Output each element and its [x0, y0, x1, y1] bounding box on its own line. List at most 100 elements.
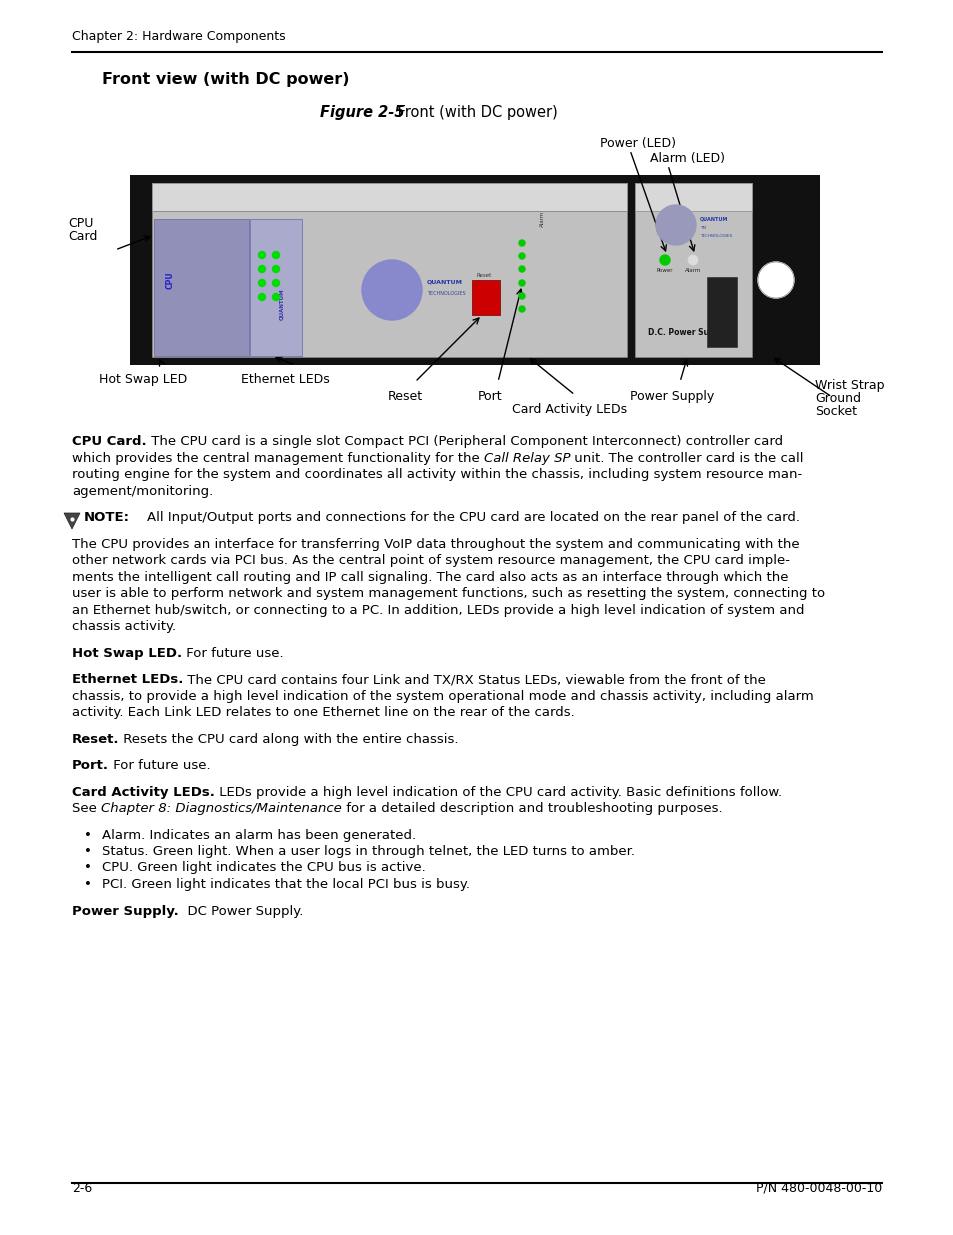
Text: P/N 480-0048-00-10: P/N 480-0048-00-10	[755, 1182, 882, 1195]
Circle shape	[258, 252, 265, 258]
Text: other network cards via PCI bus. As the central point of system resource managem: other network cards via PCI bus. As the …	[71, 555, 789, 567]
Circle shape	[687, 254, 698, 266]
Text: which provides the central management functionality for the: which provides the central management fu…	[71, 452, 483, 464]
Text: user is able to perform network and system management functions, such as resetti: user is able to perform network and syst…	[71, 587, 824, 600]
Text: TECHNOLOGIES: TECHNOLOGIES	[427, 290, 465, 295]
Text: Front view (with DC power): Front view (with DC power)	[102, 72, 349, 86]
Circle shape	[518, 253, 524, 259]
Text: Chapter 2: Hardware Components: Chapter 2: Hardware Components	[71, 30, 285, 43]
Text: Alarm: Alarm	[539, 211, 544, 227]
Circle shape	[518, 280, 524, 287]
Text: Ground: Ground	[814, 391, 861, 405]
Circle shape	[258, 279, 265, 287]
Bar	[706, 277, 737, 347]
Bar	[635, 183, 751, 211]
Bar	[130, 175, 820, 366]
Bar	[751, 175, 820, 366]
Text: Chapter 8: Diagnostics/Maintenance: Chapter 8: Diagnostics/Maintenance	[101, 802, 341, 815]
Text: D.C. Power Supply: D.C. Power Supply	[647, 329, 727, 337]
Text: Power: Power	[656, 268, 673, 273]
Bar	[472, 280, 499, 315]
Text: Resets the CPU card along with the entire chassis.: Resets the CPU card along with the entir…	[119, 732, 458, 746]
Text: 2-6: 2-6	[71, 1182, 92, 1195]
Bar	[153, 219, 249, 356]
Text: activity. Each Link LED relates to one Ethernet line on the rear of the cards.: activity. Each Link LED relates to one E…	[71, 706, 574, 719]
Circle shape	[273, 252, 279, 258]
Text: Reset: Reset	[387, 390, 422, 403]
Circle shape	[758, 262, 793, 298]
Text: QUANTUM: QUANTUM	[700, 216, 727, 221]
Text: ments the intelligent call routing and IP call signaling. The card also acts as : ments the intelligent call routing and I…	[71, 571, 788, 583]
Circle shape	[258, 294, 265, 300]
Circle shape	[258, 266, 265, 273]
Text: Hot Swap LED.: Hot Swap LED.	[71, 646, 182, 659]
Text: Power Supply: Power Supply	[629, 390, 714, 403]
Text: Reset: Reset	[476, 273, 492, 278]
Circle shape	[518, 266, 524, 272]
Text: TECHNOLOGIES: TECHNOLOGIES	[700, 233, 732, 238]
Polygon shape	[64, 513, 80, 529]
Text: Call Relay SP: Call Relay SP	[483, 452, 570, 464]
Text: For future use.: For future use.	[182, 646, 283, 659]
Text: Alarm. Indicates an alarm has been generated.: Alarm. Indicates an alarm has been gener…	[102, 829, 416, 841]
Text: unit. The controller card is the call: unit. The controller card is the call	[570, 452, 803, 464]
Circle shape	[273, 266, 279, 273]
Text: Port: Port	[477, 390, 502, 403]
Text: agement/monitoring.: agement/monitoring.	[71, 484, 213, 498]
Text: Power Supply.: Power Supply.	[71, 904, 178, 918]
Circle shape	[518, 306, 524, 312]
Circle shape	[273, 279, 279, 287]
Text: Power (LED): Power (LED)	[599, 137, 676, 149]
Text: The CPU card contains four Link and TX/RX Status LEDs, viewable from the front o: The CPU card contains four Link and TX/R…	[183, 673, 765, 685]
Text: TM: TM	[700, 226, 705, 230]
Bar	[250, 219, 302, 356]
Text: Status. Green light. When a user logs in through telnet, the LED turns to amber.: Status. Green light. When a user logs in…	[102, 845, 635, 858]
Circle shape	[518, 240, 524, 246]
Circle shape	[659, 254, 669, 266]
Text: Alarm: Alarm	[684, 268, 700, 273]
Bar	[152, 183, 626, 357]
Text: for a detailed description and troubleshooting purposes.: for a detailed description and troublesh…	[341, 802, 721, 815]
Circle shape	[361, 261, 421, 320]
Text: Hot Swap LED: Hot Swap LED	[99, 373, 187, 387]
Text: QUANTUM: QUANTUM	[427, 279, 462, 284]
Text: •: •	[84, 845, 91, 858]
Text: Front (with DC power): Front (with DC power)	[393, 105, 558, 120]
Text: •: •	[84, 829, 91, 841]
Text: Reset.: Reset.	[71, 732, 119, 746]
Text: For future use.: For future use.	[109, 760, 211, 772]
Text: CPU Card.: CPU Card.	[71, 435, 147, 448]
Circle shape	[273, 294, 279, 300]
Text: CPU: CPU	[68, 217, 93, 230]
Text: an Ethernet hub/switch, or connecting to a PC. In addition, LEDs provide a high : an Ethernet hub/switch, or connecting to…	[71, 604, 803, 616]
Text: All Input/Output ports and connections for the CPU card are located on the rear : All Input/Output ports and connections f…	[130, 511, 800, 524]
Text: routing engine for the system and coordinates all activity within the chassis, i: routing engine for the system and coordi…	[71, 468, 801, 480]
Text: Figure 2-5: Figure 2-5	[319, 105, 404, 120]
Text: Card: Card	[68, 230, 97, 243]
Text: Ethernet LEDs: Ethernet LEDs	[240, 373, 329, 387]
Text: The CPU provides an interface for transferring VoIP data throughout the system a: The CPU provides an interface for transf…	[71, 537, 799, 551]
Text: The CPU card is a single slot Compact PCI (Peripheral Component Interconnect) co: The CPU card is a single slot Compact PC…	[147, 435, 781, 448]
Text: chassis activity.: chassis activity.	[71, 620, 176, 634]
Text: chassis, to provide a high level indication of the system operational mode and c: chassis, to provide a high level indicat…	[71, 689, 813, 703]
Text: •: •	[84, 878, 91, 890]
Bar	[152, 183, 626, 211]
Text: LEDs provide a high level indication of the CPU card activity. Basic definitions: LEDs provide a high level indication of …	[214, 785, 781, 799]
Text: CPU. Green light indicates the CPU bus is active.: CPU. Green light indicates the CPU bus i…	[102, 862, 425, 874]
Text: PCI. Green light indicates that the local PCI bus is busy.: PCI. Green light indicates that the loca…	[102, 878, 470, 890]
Text: Card Activity LEDs.: Card Activity LEDs.	[71, 785, 214, 799]
Text: Ethernet LEDs.: Ethernet LEDs.	[71, 673, 183, 685]
Text: Port.: Port.	[71, 760, 109, 772]
Bar	[130, 175, 152, 366]
Circle shape	[656, 205, 696, 245]
Circle shape	[518, 293, 524, 299]
Text: DC Power Supply.: DC Power Supply.	[178, 904, 303, 918]
Text: CPU: CPU	[165, 272, 174, 289]
Text: Wrist Strap: Wrist Strap	[814, 379, 883, 391]
Text: NOTE:: NOTE:	[84, 511, 130, 524]
Text: Alarm (LED): Alarm (LED)	[649, 152, 724, 165]
Text: See: See	[71, 802, 101, 815]
Text: Card Activity LEDs: Card Activity LEDs	[512, 403, 627, 416]
Text: QUANTUM: QUANTUM	[279, 289, 284, 320]
Text: Socket: Socket	[814, 405, 856, 417]
